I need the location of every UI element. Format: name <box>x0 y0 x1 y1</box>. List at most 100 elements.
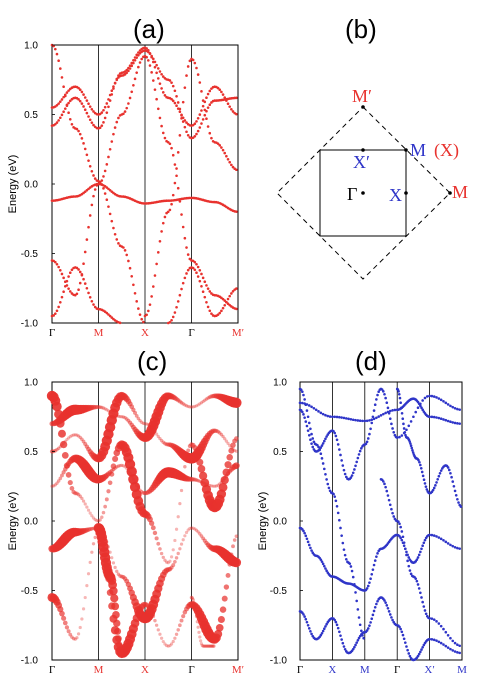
band-point <box>364 442 368 446</box>
band-point <box>422 605 426 608</box>
band-point <box>205 117 208 120</box>
band-point <box>200 122 203 125</box>
band-point <box>365 440 369 444</box>
band-point <box>231 397 242 408</box>
band-point <box>91 516 96 520</box>
band-point <box>59 116 62 120</box>
band-point <box>230 107 233 111</box>
y-tick-label: 0.5 <box>24 110 38 121</box>
band-point <box>174 632 179 636</box>
panel-a-label: (a) <box>133 14 165 44</box>
band-point <box>231 557 242 568</box>
band-point <box>163 215 167 219</box>
band-point <box>234 436 239 441</box>
band-point <box>108 147 112 151</box>
band-point <box>83 282 87 285</box>
band-point <box>423 482 427 485</box>
band-point <box>90 550 94 554</box>
band-point <box>319 633 323 637</box>
band-point <box>136 416 141 421</box>
band-point <box>407 564 411 568</box>
band-point <box>214 484 219 488</box>
band-point <box>325 622 328 626</box>
band-point <box>365 419 369 423</box>
band-point <box>117 242 120 245</box>
band-point <box>223 303 227 307</box>
band-point <box>341 464 345 467</box>
band-point <box>171 99 175 103</box>
band-point <box>194 478 199 482</box>
band-point <box>317 445 320 449</box>
band-point <box>406 559 409 563</box>
band-point <box>149 520 155 526</box>
band-point <box>323 627 326 631</box>
band-point <box>333 431 337 435</box>
band-point <box>156 107 160 111</box>
band-point <box>201 276 205 280</box>
band-point <box>163 136 167 140</box>
band-point <box>192 601 196 605</box>
band-point <box>98 518 102 522</box>
band-point <box>116 464 121 468</box>
band-point <box>449 404 452 408</box>
band-point <box>169 555 174 559</box>
band-point <box>229 552 234 557</box>
band-point <box>176 551 180 556</box>
x-tick-label: M <box>94 664 104 676</box>
band-point <box>155 262 158 266</box>
band-point <box>376 393 379 397</box>
y-tick-label: 0.5 <box>273 447 287 458</box>
band-point <box>409 572 413 576</box>
band-point <box>338 415 341 419</box>
band-point <box>458 422 461 425</box>
band-point <box>321 442 325 445</box>
band-point <box>138 418 142 423</box>
x-prime-label: X′ <box>353 152 370 172</box>
band-point <box>114 627 122 635</box>
band-point <box>369 427 372 431</box>
band-point <box>156 434 160 439</box>
band-point <box>392 515 396 518</box>
band-point <box>105 102 109 105</box>
band-point <box>138 61 142 64</box>
band-point <box>335 415 339 419</box>
band-point <box>198 126 202 129</box>
band-point <box>81 499 86 503</box>
band-point <box>437 474 441 478</box>
band-point <box>62 441 66 445</box>
band-point <box>228 105 231 108</box>
band-point <box>213 484 217 488</box>
band-point <box>195 620 199 624</box>
band-point <box>420 470 424 474</box>
band-point <box>186 528 190 532</box>
band-point <box>78 625 82 630</box>
band-point <box>108 99 112 102</box>
band-point <box>206 483 210 487</box>
band-point <box>158 70 162 73</box>
band-point <box>115 238 119 241</box>
x-tick-label: Γ <box>188 664 194 676</box>
band-point <box>54 47 57 51</box>
band-point <box>127 66 130 70</box>
band-point <box>206 125 210 128</box>
band-point <box>336 511 340 515</box>
band-point <box>196 116 200 120</box>
band-point <box>194 528 199 532</box>
band-point <box>218 144 222 147</box>
panel-b-brillouin-zone: Γ X X′ M (X) M′ M <box>276 86 468 280</box>
band-point <box>305 537 309 541</box>
band-point <box>125 466 129 471</box>
outer-zone-dashed <box>276 106 451 280</box>
band-point <box>232 462 240 470</box>
y-tick-label: -0.5 <box>21 249 39 260</box>
band-point <box>204 644 208 648</box>
band-point <box>65 103 69 107</box>
band-point <box>123 416 127 420</box>
x-tick-label: M <box>360 664 370 676</box>
band-point <box>67 287 70 290</box>
band-point <box>421 600 424 604</box>
band-point <box>452 484 456 488</box>
band-point <box>439 417 443 421</box>
band-point <box>154 623 159 627</box>
band-point <box>155 97 158 101</box>
